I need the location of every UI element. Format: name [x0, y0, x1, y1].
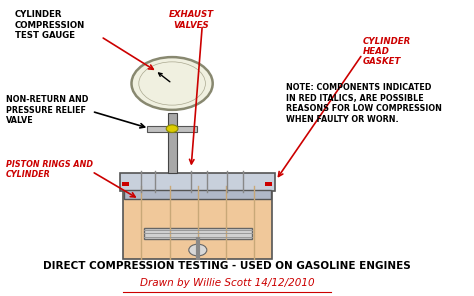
Text: PISTON RINGS AND
CYLINDER: PISTON RINGS AND CYLINDER: [6, 160, 93, 179]
Text: NOTE: COMPONENTS INDICATED
IN RED ITALICS, ARE POSSIBLE
REASONS FOR LOW COMPRESS: NOTE: COMPONENTS INDICATED IN RED ITALIC…: [286, 83, 442, 124]
Text: CYLINDER
COMPRESSION
TEST GAUGE: CYLINDER COMPRESSION TEST GAUGE: [15, 10, 85, 40]
Circle shape: [189, 244, 207, 256]
Bar: [144, 228, 252, 239]
Text: Drawn by Willie Scott 14/12/2010: Drawn by Willie Scott 14/12/2010: [140, 279, 314, 289]
Bar: [168, 113, 177, 173]
Text: EXHAUST
VALVES: EXHAUST VALVES: [168, 10, 214, 30]
Bar: [147, 126, 197, 132]
Bar: [265, 182, 272, 186]
Bar: [122, 182, 129, 186]
Text: CYLINDER
HEAD
GASKET: CYLINDER HEAD GASKET: [363, 37, 410, 66]
Text: NON-RETURN AND
PRESSURE RELIEF
VALVE: NON-RETURN AND PRESSURE RELIEF VALVE: [6, 95, 89, 125]
Bar: [123, 186, 272, 259]
Bar: [124, 190, 271, 199]
Bar: [120, 173, 275, 191]
Circle shape: [166, 125, 178, 132]
Circle shape: [131, 57, 213, 110]
Text: DIRECT COMPRESSION TESTING - USED ON GASOLINE ENGINES: DIRECT COMPRESSION TESTING - USED ON GAS…: [43, 261, 411, 271]
